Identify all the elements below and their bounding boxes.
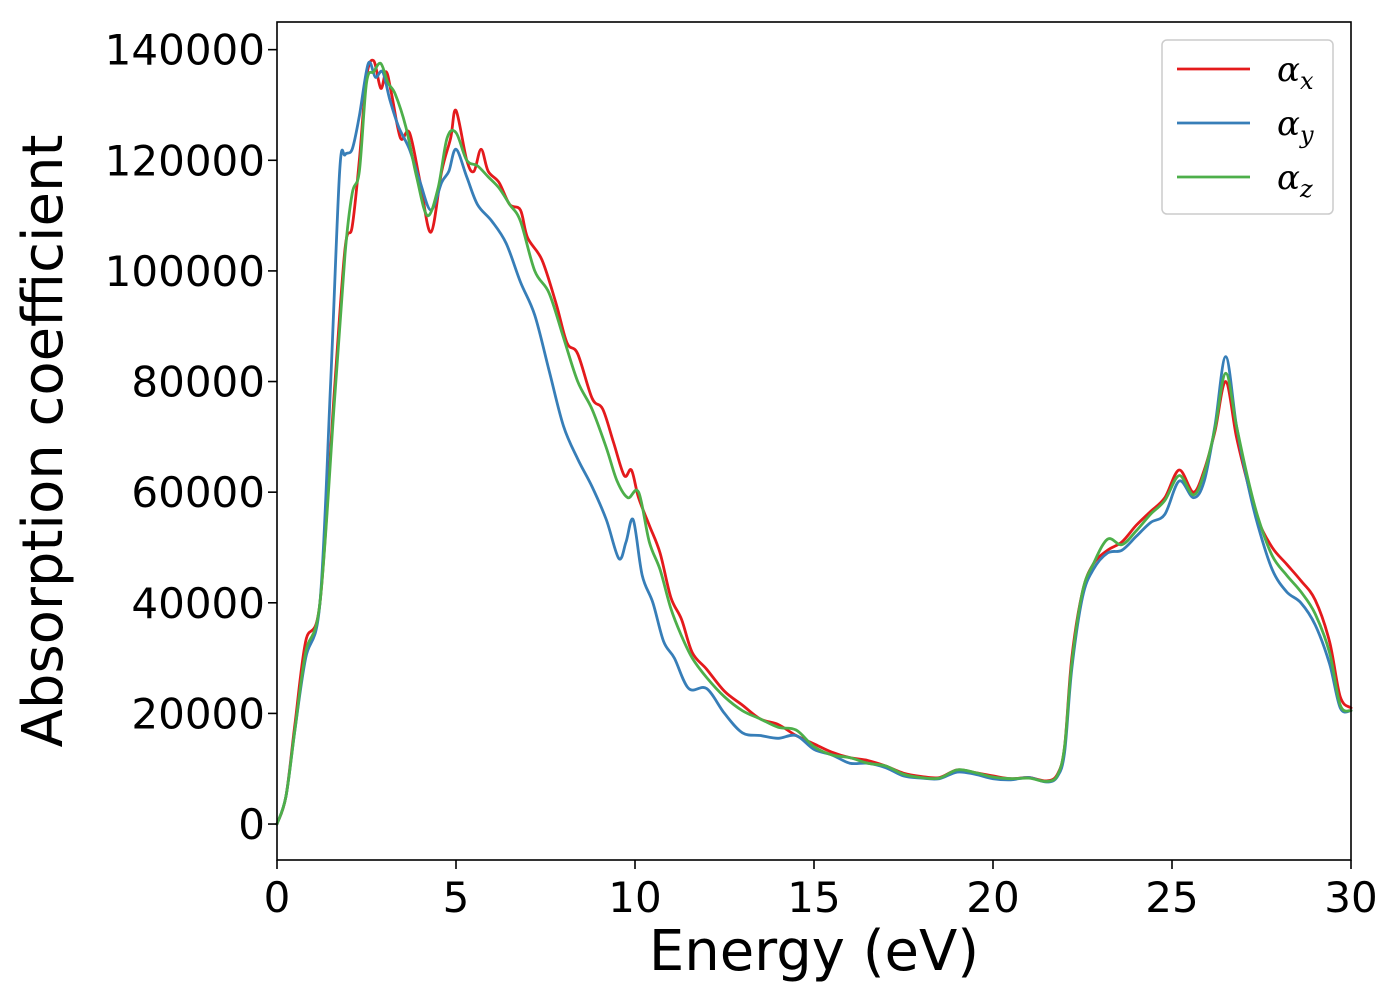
x-tick-label: 25: [1145, 873, 1198, 922]
x-axis-title: Energy (eV): [649, 919, 979, 984]
x-axis: 0 5 10 15 20 25 30: [264, 860, 1378, 922]
x-tick-label: 20: [966, 873, 1019, 922]
y-tick-label: 80000: [131, 358, 265, 407]
x-tick-label: 30: [1324, 873, 1377, 922]
series-layer: [275, 58, 1353, 826]
legend-label-subscript: z: [1299, 175, 1313, 203]
series-line-x: [275, 58, 1353, 826]
legend-label-symbol: α: [1277, 50, 1300, 90]
legend-label-y: αy: [1277, 104, 1314, 149]
legend-box: [1161, 39, 1334, 215]
y-tick-label: 120000: [105, 136, 265, 185]
y-axis: 0 20000 40000 60000 80000 100000 120000 140000: [105, 26, 277, 849]
y-tick-label: 40000: [131, 579, 265, 628]
legend-label-subscript: x: [1300, 67, 1314, 95]
y-tick-label: 60000: [131, 468, 265, 517]
legend-label-z: αz: [1277, 158, 1313, 203]
x-tick-label: 5: [443, 873, 470, 922]
legend-label-symbol: α: [1277, 158, 1300, 198]
y-tick-label: 140000: [105, 26, 265, 75]
legend-label-symbol: α: [1277, 104, 1300, 144]
series-line-y: [275, 60, 1353, 826]
y-tick-label: 20000: [131, 689, 265, 738]
y-tick-label: 0: [238, 800, 265, 849]
x-tick-label: 10: [608, 873, 661, 922]
x-tick-label: 15: [787, 873, 840, 922]
x-tick-label: 0: [264, 873, 291, 922]
series-line-z: [275, 61, 1353, 826]
legend-label-x: αx: [1277, 50, 1314, 95]
y-tick-label: 100000: [105, 247, 265, 296]
legend-label-subscript: y: [1299, 121, 1314, 149]
y-axis-title: Absorption coefficient: [11, 135, 76, 748]
